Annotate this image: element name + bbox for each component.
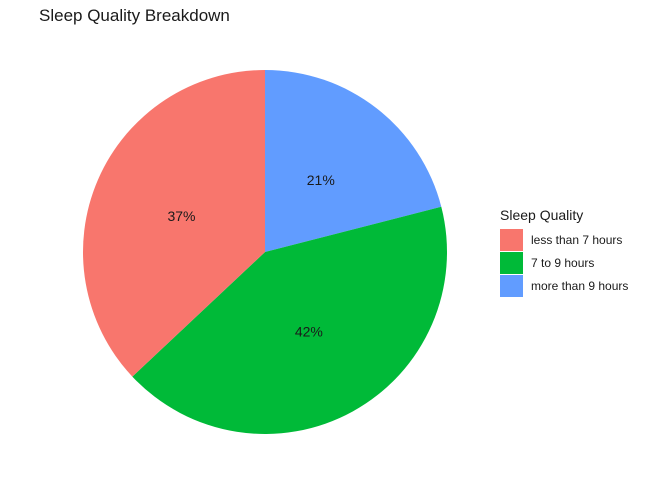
legend: Sleep Quality less than 7 hours 7 to 9 h… (500, 207, 628, 297)
legend-item-more-than-9: more than 9 hours (500, 274, 628, 297)
pie-slice-less-than-7-hours (83, 70, 265, 377)
slice-label: 37% (167, 208, 195, 224)
legend-item-7-to-9: 7 to 9 hours (500, 251, 628, 274)
pie-slice-more-than-9-hours (265, 70, 442, 252)
legend-label: more than 9 hours (531, 278, 629, 293)
legend-label: less than 7 hours (531, 232, 623, 247)
pie-slice-7-to-9-hours (132, 206, 448, 434)
legend-swatch (500, 274, 523, 297)
legend-item-less-than-7: less than 7 hours (500, 228, 628, 251)
chart-title: Sleep Quality Breakdown (39, 6, 230, 25)
legend-title: Sleep Quality (500, 207, 584, 223)
legend-label: 7 to 9 hours (531, 255, 595, 270)
slice-label: 42% (295, 324, 323, 340)
legend-swatch (500, 251, 523, 274)
slice-label: 21% (307, 172, 335, 188)
legend-swatch (500, 228, 523, 251)
